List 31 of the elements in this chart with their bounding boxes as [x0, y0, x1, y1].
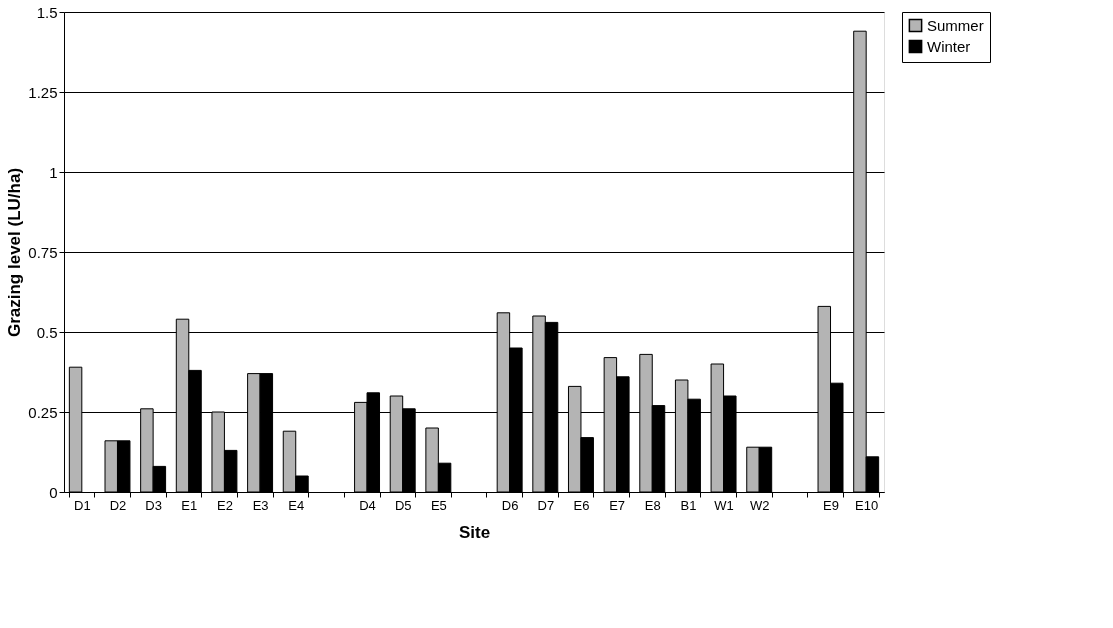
x-tick-label: E9: [823, 497, 839, 513]
x-tick-label: D1: [74, 497, 91, 513]
x-tick-label: E6: [573, 497, 590, 513]
x-tick-label: D2: [109, 497, 127, 513]
x-axis-title: Site: [458, 522, 491, 542]
x-tick-label: B1: [680, 497, 697, 513]
x-tick-label: E7: [609, 497, 626, 513]
y-tick-label: 0.25: [28, 403, 58, 421]
y-tick-label: 0.5: [36, 323, 58, 341]
legend-label: Winter: [927, 37, 971, 55]
x-tick-label: E8: [644, 497, 661, 513]
y-tick-label: 0.75: [28, 243, 58, 261]
x-tick-label: W2: [749, 497, 770, 513]
x-tick-label: D7: [537, 497, 555, 513]
legend-label: Summer: [927, 16, 984, 34]
x-tick-label: E5: [430, 497, 447, 513]
x-tick-label: E1: [181, 497, 198, 513]
y-tick-label: 1.25: [28, 83, 58, 101]
x-tick-label: D5: [394, 497, 412, 513]
x-tick-label: D6: [501, 497, 519, 513]
x-tick-label: D4: [359, 497, 376, 513]
x-tick-label: E2: [216, 497, 233, 513]
x-tick-label: E4: [288, 497, 305, 513]
y-tick-label: 1: [49, 163, 58, 181]
x-tick-label: E10: [855, 497, 879, 513]
y-tick-label: 0: [49, 483, 58, 501]
y-axis-title: Grazing level (LU/ha): [5, 167, 25, 338]
x-tick-label: W1: [714, 497, 734, 513]
x-tick-label: E3: [252, 497, 269, 513]
y-tick-label: 1.5: [36, 3, 58, 21]
x-tick-label: D3: [145, 497, 162, 513]
